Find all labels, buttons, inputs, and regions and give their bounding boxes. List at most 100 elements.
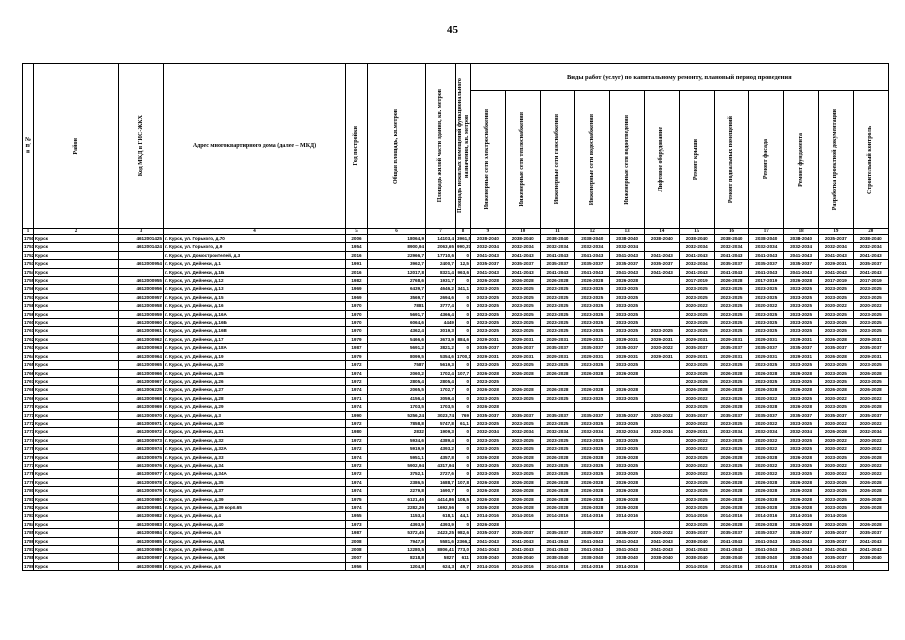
mkd-code-cell: 4612000977: [118, 469, 164, 479]
work-period-cell: 2038-2040: [504, 233, 541, 244]
row-number-cell: 1772: [22, 418, 34, 429]
total-area-cell: 5256,24: [367, 410, 426, 420]
total-area-cell: 2060,2: [367, 368, 426, 378]
work-period-cell: [643, 452, 680, 462]
work-period-cell: 2026-2028: [539, 385, 576, 395]
work-period-cell: 2032-2034: [678, 242, 715, 252]
work-period-cell: 2041-2043: [643, 536, 680, 547]
mkd-code-cell: 4612000968: [118, 393, 164, 404]
row-number-cell: 1765: [22, 360, 34, 370]
work-period-cell: 2014-2016: [678, 511, 715, 521]
work-period-cell: 2035-2037: [748, 410, 785, 420]
district-cell: Курск: [33, 452, 119, 462]
work-period-cell: 2041-2043: [783, 250, 819, 261]
work-period-cell: 2026-2028: [852, 402, 889, 412]
work-period-cell: 2014-2016: [713, 511, 750, 521]
work-period-cell: 2020-2022: [678, 435, 715, 446]
year-built-cell: 2006: [345, 233, 368, 244]
nonliving-area-cell: 0: [455, 360, 471, 370]
work-period-cell: 2014-2016: [574, 511, 611, 521]
row-number-cell: 1773: [22, 427, 34, 437]
capital-repair-table: № п/п Район Код МКД в ГИС-ЖКХ Адрес мног…: [22, 63, 889, 572]
district-cell: Курск: [33, 292, 119, 303]
work-period-cell: 2032-2034: [609, 242, 645, 252]
work-period-cell: 2023-2025: [609, 435, 645, 446]
living-area-cell: 1702,7: [425, 385, 456, 395]
work-period-cell: 2023-2025: [609, 444, 645, 454]
address-cell: г. Курск, ул. Дейнеки, д.32А: [163, 444, 346, 454]
work-period-cell: 2029-2031: [852, 334, 889, 345]
nonliving-area-cell: 0: [455, 435, 471, 446]
total-area-cell: 12017,8: [367, 267, 426, 278]
living-area-cell: 2805,4: [425, 376, 456, 387]
year-built-cell: 2007: [345, 553, 368, 563]
work-period-cell: 2023-2025: [539, 326, 576, 336]
work-period-cell: 2023-2025: [470, 460, 506, 471]
work-period-cell: 2038-2040: [678, 233, 715, 244]
work-period-cell: 2041-2043: [817, 545, 854, 555]
work-period-cell: 2035-2037: [470, 410, 506, 420]
work-period-cell: 2035-2037: [713, 259, 750, 269]
year-built-cell: 1972: [345, 469, 368, 479]
work-period-cell: 2035-2037: [783, 528, 819, 538]
total-area-cell: 5902,94: [367, 460, 426, 471]
district-cell: Курск: [33, 267, 119, 278]
work-period-cell: 2023-2025: [504, 435, 541, 446]
work-period-cell: [643, 309, 680, 320]
nonliving-area-cell: 769: [455, 410, 471, 420]
address-cell: г. Курск, ул. Дейнеки, д.26: [163, 376, 346, 387]
living-area-cell: 4646,2: [425, 284, 456, 294]
work-period-cell: 2035-2037: [713, 343, 750, 353]
header-nonliving-area: Площадь нежилых помещений функциональног…: [455, 63, 471, 229]
work-period-cell: [643, 502, 680, 513]
district-cell: Курск: [33, 385, 119, 395]
row-number-cell: 1762: [22, 334, 34, 345]
work-period-cell: 2023-2025: [678, 284, 715, 294]
work-period-cell: 2041-2043: [574, 267, 611, 278]
work-period-cell: 2023-2025: [852, 292, 889, 303]
nonliving-area-cell: 963,6: [455, 267, 471, 278]
work-period-cell: 2026-2028: [574, 385, 611, 395]
address-cell: г. Курск, ул. Горького, д.70: [163, 233, 346, 244]
table-row: 1775 Курск 4612000974 г. Курск, ул. Дейнеки…: [22, 444, 889, 454]
living-area-cell: 5747,8: [425, 418, 456, 429]
mkd-code-cell: 4612000984: [118, 528, 164, 538]
year-built-cell: 2016: [345, 267, 368, 278]
living-area-cell: 1703,5: [425, 402, 456, 412]
work-period-cell: 2041-2043: [713, 536, 750, 547]
work-period-cell: 2038-2040: [609, 233, 645, 244]
work-period-cell: [504, 376, 541, 387]
work-period-cell: 2023-2025: [817, 318, 854, 328]
living-area-cell: 4357,8: [425, 452, 456, 462]
work-period-cell: 2026-2028: [713, 477, 750, 488]
work-period-cell: 2023-2025: [539, 284, 576, 294]
work-period-cell: [574, 402, 611, 412]
work-period-cell: 2038-2040: [539, 553, 576, 563]
mkd-code-cell: 4612001424: [118, 242, 164, 252]
work-period-cell: 2038-2040: [678, 553, 715, 563]
work-period-cell: 2023-2025: [713, 360, 750, 370]
row-number-cell: 1784: [22, 519, 34, 530]
work-period-cell: 2041-2043: [852, 536, 889, 547]
mkd-code-cell: 4612000987: [118, 553, 164, 563]
nonliving-area-cell: 107,8: [455, 477, 471, 488]
row-number-cell: 1755: [22, 276, 34, 286]
work-period-cell: 2014-2016: [470, 561, 506, 572]
header-work-20: Строительный контроль: [852, 90, 889, 229]
work-period-cell: [643, 486, 680, 496]
address-cell: г. Курск, ул. Домостроителей, д.3: [163, 250, 346, 261]
work-period-cell: 2041-2043: [783, 267, 819, 278]
nonliving-area-cell: 884,6: [455, 334, 471, 345]
work-period-cell: 2023-2025: [470, 376, 506, 387]
mkd-code-cell: 4612001425: [118, 233, 164, 244]
table-row: 1764 Курск 4612000964 г. Курск, ул. Дейнеки…: [22, 351, 889, 362]
work-period-cell: 2041-2043: [470, 536, 506, 547]
work-period-cell: 2032-2034: [470, 427, 506, 437]
work-period-cell: 2041-2043: [609, 536, 645, 547]
work-period-cell: 2023-2025: [609, 292, 645, 303]
work-period-cell: 2014-2016: [609, 561, 645, 572]
total-area-cell: 12280,5: [367, 545, 426, 555]
work-period-cell: 2026-2028: [748, 477, 785, 488]
work-period-cell: [609, 519, 645, 530]
work-period-cell: 2029-2031: [539, 334, 576, 345]
